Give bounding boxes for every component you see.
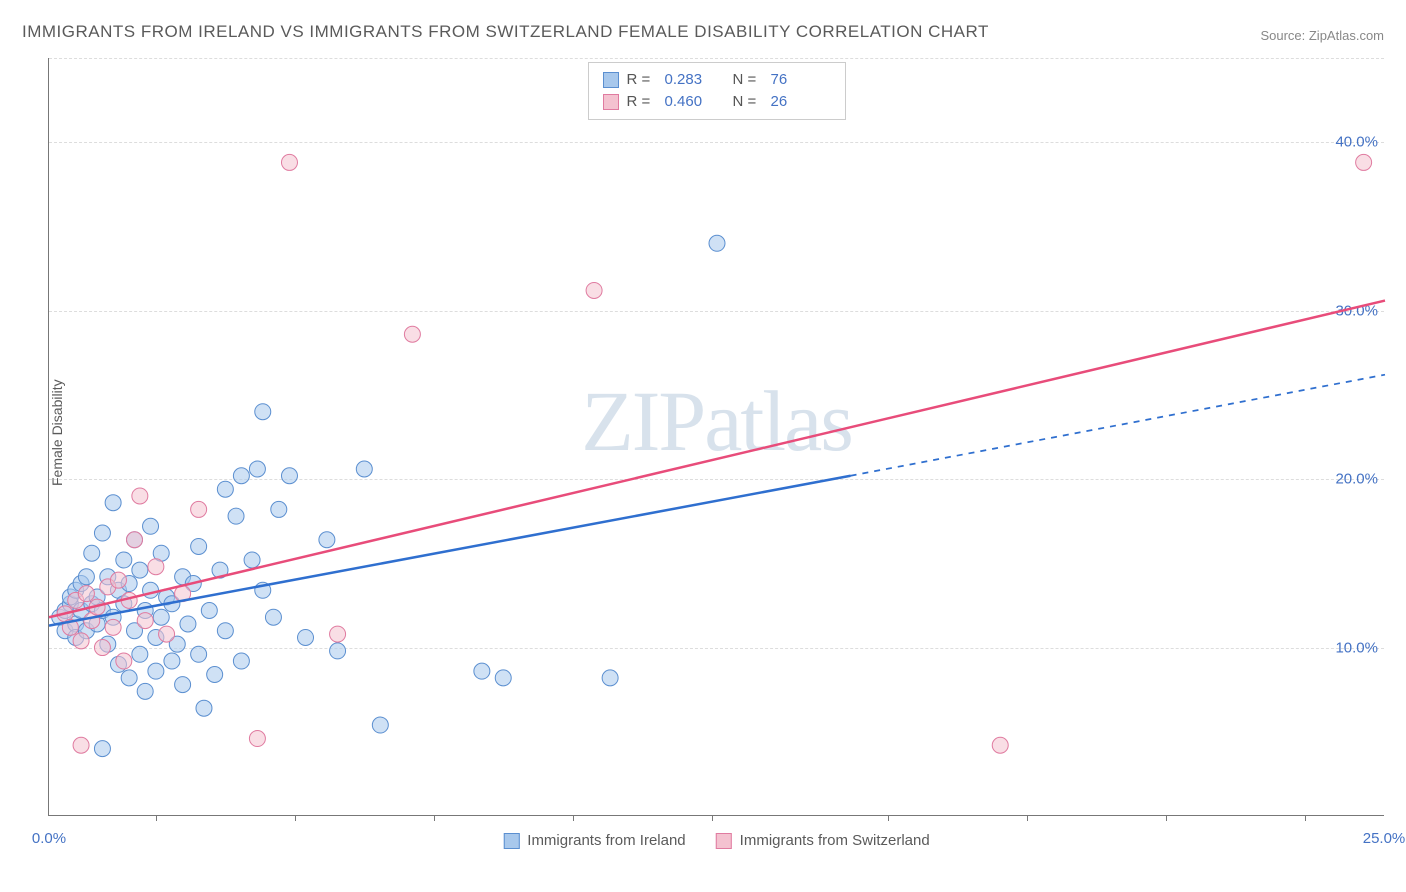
scatter-point: [191, 538, 207, 554]
scatter-point: [586, 282, 602, 298]
x-tick-label: 25.0%: [1363, 830, 1406, 847]
legend-item-ireland: Immigrants from Ireland: [503, 832, 685, 849]
scatter-point: [356, 461, 372, 477]
legend-label-ireland: Immigrants from Ireland: [527, 832, 685, 849]
scatter-point: [372, 717, 388, 733]
scatter-point: [265, 609, 281, 625]
scatter-point: [148, 559, 164, 575]
scatter-point: [84, 545, 100, 561]
scatter-point: [330, 626, 346, 642]
scatter-point: [180, 616, 196, 632]
swatch-switzerland: [716, 833, 732, 849]
legend-n-label: N =: [733, 69, 763, 91]
scatter-point: [207, 667, 223, 683]
scatter-point: [709, 235, 725, 251]
scatter-point: [132, 562, 148, 578]
scatter-point: [330, 643, 346, 659]
scatter-point: [404, 326, 420, 342]
scatter-point: [78, 586, 94, 602]
scatter-point: [94, 741, 110, 757]
swatch-ireland: [503, 833, 519, 849]
scatter-point: [127, 532, 143, 548]
scatter-point: [132, 646, 148, 662]
plot-svg: [49, 58, 1384, 815]
scatter-point: [191, 501, 207, 517]
scatter-point: [116, 552, 132, 568]
scatter-point: [1356, 154, 1372, 170]
x-tick-label: 0.0%: [32, 830, 66, 847]
scatter-point: [233, 653, 249, 669]
scatter-point: [249, 461, 265, 477]
regression-line-extension: [851, 375, 1385, 476]
legend-row-switzerland: R = 0.460 N = 26: [603, 91, 831, 113]
scatter-point: [495, 670, 511, 686]
legend-r-value-ireland: 0.283: [665, 69, 725, 91]
legend-label-switzerland: Immigrants from Switzerland: [740, 832, 930, 849]
legend-n-value-switzerland: 26: [771, 91, 831, 113]
legend-n-value-ireland: 76: [771, 69, 831, 91]
scatter-point: [137, 683, 153, 699]
legend-r-label: R =: [627, 69, 657, 91]
scatter-point: [159, 626, 175, 642]
scatter-point: [244, 552, 260, 568]
scatter-point: [121, 670, 137, 686]
scatter-point: [78, 569, 94, 585]
scatter-point: [105, 619, 121, 635]
scatter-point: [281, 468, 297, 484]
legend-row-ireland: R = 0.283 N = 76: [603, 69, 831, 91]
scatter-point: [319, 532, 335, 548]
scatter-point: [228, 508, 244, 524]
scatter-point: [271, 501, 287, 517]
scatter-point: [94, 640, 110, 656]
scatter-point: [143, 582, 159, 598]
scatter-point: [116, 653, 132, 669]
scatter-point: [73, 633, 89, 649]
scatter-point: [249, 731, 265, 747]
scatter-point: [143, 518, 159, 534]
scatter-point: [602, 670, 618, 686]
legend-series: Immigrants from Ireland Immigrants from …: [503, 832, 929, 849]
scatter-point: [153, 609, 169, 625]
swatch-switzerland: [603, 94, 619, 110]
scatter-point: [281, 154, 297, 170]
scatter-point: [474, 663, 490, 679]
scatter-point: [201, 602, 217, 618]
scatter-point: [105, 495, 121, 511]
scatter-point: [217, 623, 233, 639]
scatter-point: [164, 653, 180, 669]
regression-line: [49, 301, 1385, 618]
scatter-point: [196, 700, 212, 716]
legend-r-label: R =: [627, 91, 657, 113]
scatter-point: [298, 629, 314, 645]
scatter-point: [217, 481, 233, 497]
scatter-point: [73, 737, 89, 753]
scatter-point: [132, 488, 148, 504]
legend-n-label: N =: [733, 91, 763, 113]
scatter-point: [148, 663, 164, 679]
legend-correlation: R = 0.283 N = 76 R = 0.460 N = 26: [588, 62, 846, 120]
swatch-ireland: [603, 72, 619, 88]
chart-title: IMMIGRANTS FROM IRELAND VS IMMIGRANTS FR…: [22, 22, 989, 42]
scatter-point: [992, 737, 1008, 753]
scatter-point: [110, 572, 126, 588]
scatter-point: [175, 677, 191, 693]
scatter-point: [94, 525, 110, 541]
scatter-point: [233, 468, 249, 484]
source-label: Source: ZipAtlas.com: [1260, 28, 1384, 43]
legend-r-value-switzerland: 0.460: [665, 91, 725, 113]
scatter-point: [191, 646, 207, 662]
legend-item-switzerland: Immigrants from Switzerland: [716, 832, 930, 849]
plot-area: ZIPatlas Female Disability 10.0%20.0%30.…: [48, 58, 1384, 816]
scatter-point: [137, 613, 153, 629]
scatter-point: [255, 404, 271, 420]
